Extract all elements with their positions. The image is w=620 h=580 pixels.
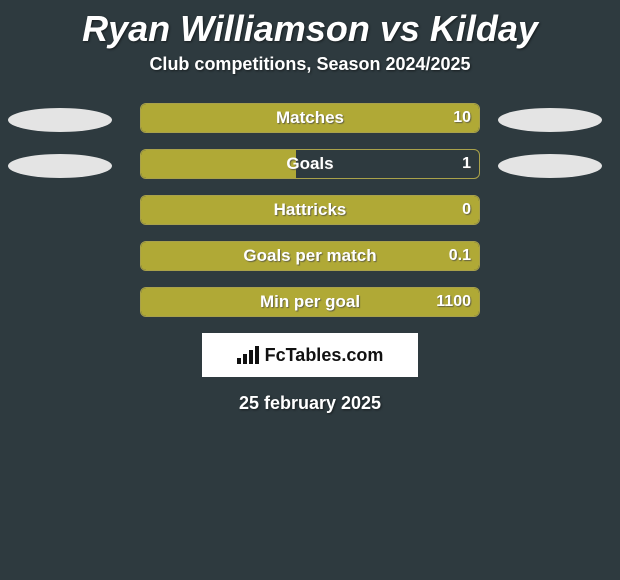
subtitle: Club competitions, Season 2024/2025 (0, 54, 620, 75)
comparison-infographic: Ryan Williamson vs Kilday Club competiti… (0, 8, 620, 580)
stat-bar-fill (141, 242, 479, 270)
brand-logo-box: FcTables.com (202, 333, 418, 377)
right-oval (498, 108, 602, 132)
stat-bar-fill (141, 196, 479, 224)
bars-icon (237, 346, 259, 364)
date-text: 25 february 2025 (0, 393, 620, 414)
stat-bar: Hattricks0 (140, 195, 480, 225)
stat-row: Goals1 (0, 141, 620, 187)
stat-bar-fill (141, 104, 479, 132)
stat-row: Goals per match0.1 (0, 233, 620, 279)
stats-rows: Matches10 Goals1 Hattricks0 Goals per match… (0, 95, 620, 325)
stat-row: Min per goal1100 (0, 279, 620, 325)
stat-bar-fill (141, 288, 479, 316)
left-oval (8, 154, 112, 178)
stat-bar: Goals1 (140, 149, 480, 179)
brand-text: FcTables.com (265, 345, 384, 366)
stat-bar: Goals per match0.1 (140, 241, 480, 271)
stat-row: Matches10 (0, 95, 620, 141)
stat-row: Hattricks0 (0, 187, 620, 233)
right-oval (498, 154, 602, 178)
left-oval (8, 108, 112, 132)
stat-bar: Min per goal1100 (140, 287, 480, 317)
brand-logo: FcTables.com (237, 345, 384, 366)
stat-bar: Matches10 (140, 103, 480, 133)
stat-bar-fill (141, 150, 296, 178)
page-title: Ryan Williamson vs Kilday (0, 8, 620, 50)
stat-value: 1 (462, 150, 471, 178)
